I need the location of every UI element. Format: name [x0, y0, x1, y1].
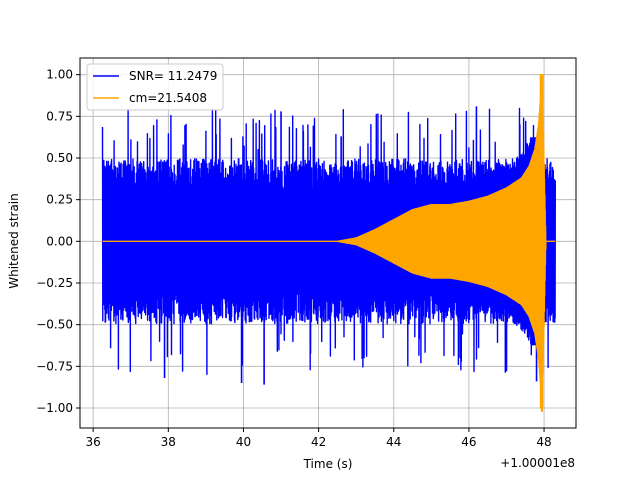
y-tick-label: 0.00 — [46, 234, 73, 248]
x-offset-label: +1.00001e8 — [500, 456, 575, 470]
x-tick-label: 48 — [536, 435, 551, 449]
axes: 36 38 40 42 44 46 48 −1.00 −0.75 −0.50 −0.25 0.00 0.… — [36, 57, 577, 449]
y-tick-label: −0.50 — [36, 318, 73, 332]
legend-entry: cm=21.5408 — [129, 91, 207, 105]
legend-entry: SNR= 11.2479 — [129, 69, 217, 83]
y-tick-label: −0.25 — [36, 276, 73, 290]
x-axis-label: Time (s) — [303, 457, 353, 471]
y-axis-label: Whitened strain — [7, 193, 21, 289]
x-tick-label: 42 — [311, 435, 326, 449]
x-tick-label: 36 — [86, 435, 101, 449]
x-tick-label: 38 — [161, 435, 176, 449]
y-tick-label: 0.75 — [46, 109, 73, 123]
plot-area — [101, 74, 556, 412]
y-tick-label: 1.00 — [46, 68, 73, 82]
y-tick-label: −0.75 — [36, 359, 73, 373]
y-tick-label: 0.25 — [46, 193, 73, 207]
axes-frame — [79, 57, 577, 429]
x-tick-label: 40 — [236, 435, 251, 449]
y-tick-label: −1.00 — [36, 401, 73, 415]
x-tick-label: 46 — [461, 435, 476, 449]
legend-box — [86, 63, 224, 111]
series-cm-line — [102, 74, 556, 412]
legend: SNR= 11.2479 cm=21.5408 — [86, 63, 224, 111]
y-tick-label: 0.50 — [46, 151, 73, 165]
x-tick-label: 44 — [386, 435, 401, 449]
